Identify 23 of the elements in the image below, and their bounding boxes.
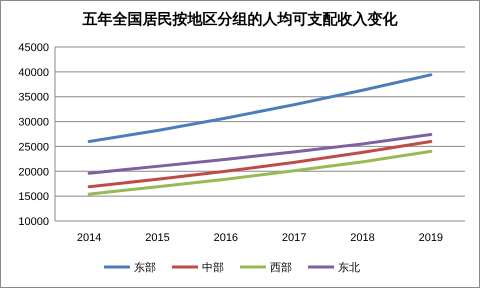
y-tick-label: 30000 <box>18 116 49 129</box>
x-tick-label: 2017 <box>282 232 306 244</box>
y-tick-label: 35000 <box>18 92 49 104</box>
y-tick-label: 25000 <box>18 141 49 154</box>
y-tick-label: 40000 <box>18 66 49 79</box>
legend-label: 东北 <box>338 261 360 274</box>
line-series <box>88 140 432 188</box>
y-tick-label: 20000 <box>18 166 49 178</box>
x-tick-label: 2016 <box>214 232 238 244</box>
line-series <box>88 73 432 143</box>
legend-label: 中部 <box>202 261 224 274</box>
line-series <box>88 150 432 196</box>
legend-label: 西部 <box>270 261 292 274</box>
x-tick-label: 2018 <box>350 232 375 244</box>
y-tick-label: 45000 <box>18 42 49 54</box>
y-tick-label: 15000 <box>18 191 49 204</box>
x-tick-label: 2015 <box>145 232 170 244</box>
chart-title: 五年全国居民按地区分组的人均可支配收入变化 <box>82 10 398 28</box>
x-tick-label: 2019 <box>418 232 444 244</box>
legend-label: 东部 <box>134 261 156 274</box>
line-series <box>88 132 432 175</box>
y-tick-label: 10000 <box>18 216 49 228</box>
x-tick-label: 2014 <box>76 232 102 244</box>
